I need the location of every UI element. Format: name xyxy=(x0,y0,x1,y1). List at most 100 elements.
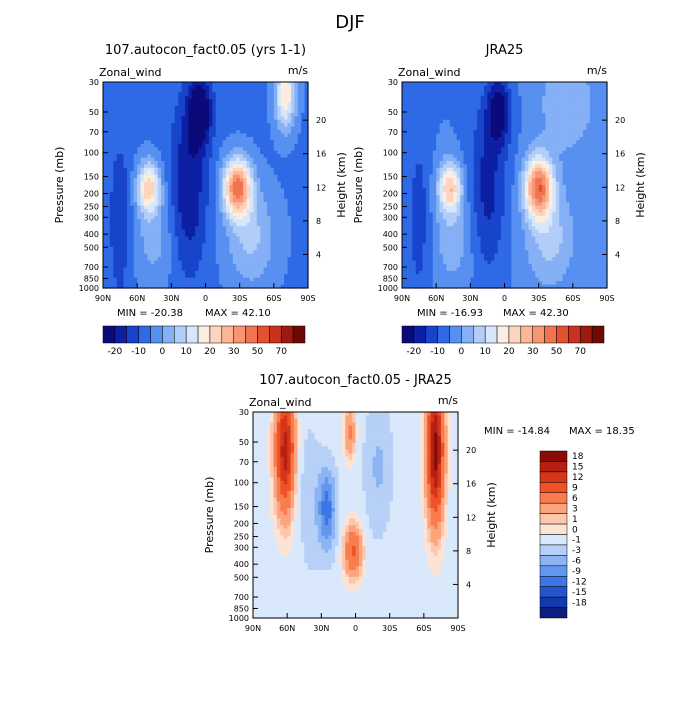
field-cell xyxy=(525,89,529,93)
field-cell xyxy=(583,140,587,144)
field-cell xyxy=(284,278,288,282)
field-cell xyxy=(274,209,278,213)
field-cell xyxy=(277,130,281,134)
field-cell xyxy=(515,137,519,141)
field-cell xyxy=(288,182,292,186)
field-cell xyxy=(134,96,138,100)
field-cell xyxy=(423,130,427,134)
field-cell xyxy=(141,106,145,110)
field-cell xyxy=(546,120,550,124)
field-cell xyxy=(202,175,206,179)
field-cell xyxy=(182,195,186,199)
field-cell xyxy=(202,178,206,182)
field-cell xyxy=(141,161,145,165)
field-cell xyxy=(409,147,413,151)
field-cell xyxy=(576,127,580,131)
field-cell xyxy=(253,178,257,182)
field-cell xyxy=(264,281,268,285)
field-cell xyxy=(419,154,423,158)
field-cell xyxy=(113,178,117,182)
field-cell xyxy=(298,161,302,165)
field-cell xyxy=(429,120,433,124)
field-cell xyxy=(233,274,237,278)
field-cell xyxy=(134,182,138,186)
field-cell xyxy=(294,82,298,86)
field-cell xyxy=(202,92,206,96)
field-cell xyxy=(284,134,288,138)
field-cell xyxy=(120,113,124,117)
field-cell xyxy=(267,120,271,124)
field-cell xyxy=(195,109,199,113)
field-cell xyxy=(288,233,292,237)
field-cell xyxy=(412,99,416,103)
field-cell xyxy=(257,140,261,144)
field-cell xyxy=(144,89,148,93)
field-cell xyxy=(573,106,577,110)
field-cell xyxy=(494,144,498,148)
field-cell xyxy=(113,147,117,151)
field-cell xyxy=(243,161,247,165)
field-cell xyxy=(212,267,216,271)
field-cell xyxy=(124,89,128,93)
field-cell xyxy=(453,92,457,96)
field-cell xyxy=(419,106,423,110)
field-cell xyxy=(175,85,179,89)
field-cell xyxy=(294,123,298,127)
field-cell xyxy=(573,120,577,124)
field-cell xyxy=(202,223,206,227)
field-cell xyxy=(120,134,124,138)
field-cell xyxy=(110,106,114,110)
field-cell xyxy=(233,254,237,258)
field-cell xyxy=(284,92,288,96)
field-cell xyxy=(284,106,288,110)
field-cell xyxy=(535,134,539,138)
field-cell xyxy=(243,178,247,182)
field-cell xyxy=(284,89,288,93)
field-cell xyxy=(522,147,526,151)
field-cell xyxy=(257,89,261,93)
field-cell xyxy=(284,116,288,120)
field-cell xyxy=(515,89,519,93)
field-cell xyxy=(253,92,257,96)
field-cell xyxy=(103,123,107,127)
field-cell xyxy=(288,185,292,189)
field-cell xyxy=(253,158,257,162)
field-cell xyxy=(202,188,206,192)
field-cell xyxy=(267,278,271,282)
field-cell xyxy=(298,264,302,268)
field-cell xyxy=(470,92,474,96)
field-cell xyxy=(247,171,251,175)
field-cell xyxy=(151,247,155,251)
field-cell xyxy=(206,261,210,265)
field-cell xyxy=(450,85,454,89)
field-cell xyxy=(593,109,597,113)
field-cell xyxy=(182,144,186,148)
field-cell xyxy=(124,243,128,247)
field-cell xyxy=(154,144,158,148)
field-cell xyxy=(264,247,268,251)
field-cell xyxy=(175,168,179,172)
field-cell xyxy=(124,151,128,155)
field-cell xyxy=(511,140,515,144)
field-cell xyxy=(433,116,437,120)
field-cell xyxy=(460,137,464,141)
field-cell xyxy=(522,82,526,86)
field-cell xyxy=(253,216,257,220)
field-cell xyxy=(257,137,261,141)
field-cell xyxy=(175,106,179,110)
field-cell xyxy=(525,130,529,134)
field-cell xyxy=(481,140,485,144)
field-cell xyxy=(223,274,227,278)
field-cell xyxy=(264,219,268,223)
field-cell xyxy=(141,192,145,196)
field-cell xyxy=(226,96,230,100)
field-cell xyxy=(253,116,257,120)
field-cell xyxy=(195,92,199,96)
field-cell xyxy=(481,106,485,110)
field-cell xyxy=(522,96,526,100)
field-cell xyxy=(175,113,179,117)
field-cell xyxy=(593,144,597,148)
field-cell xyxy=(103,158,107,162)
field-cell xyxy=(151,264,155,268)
field-cell xyxy=(440,109,444,113)
